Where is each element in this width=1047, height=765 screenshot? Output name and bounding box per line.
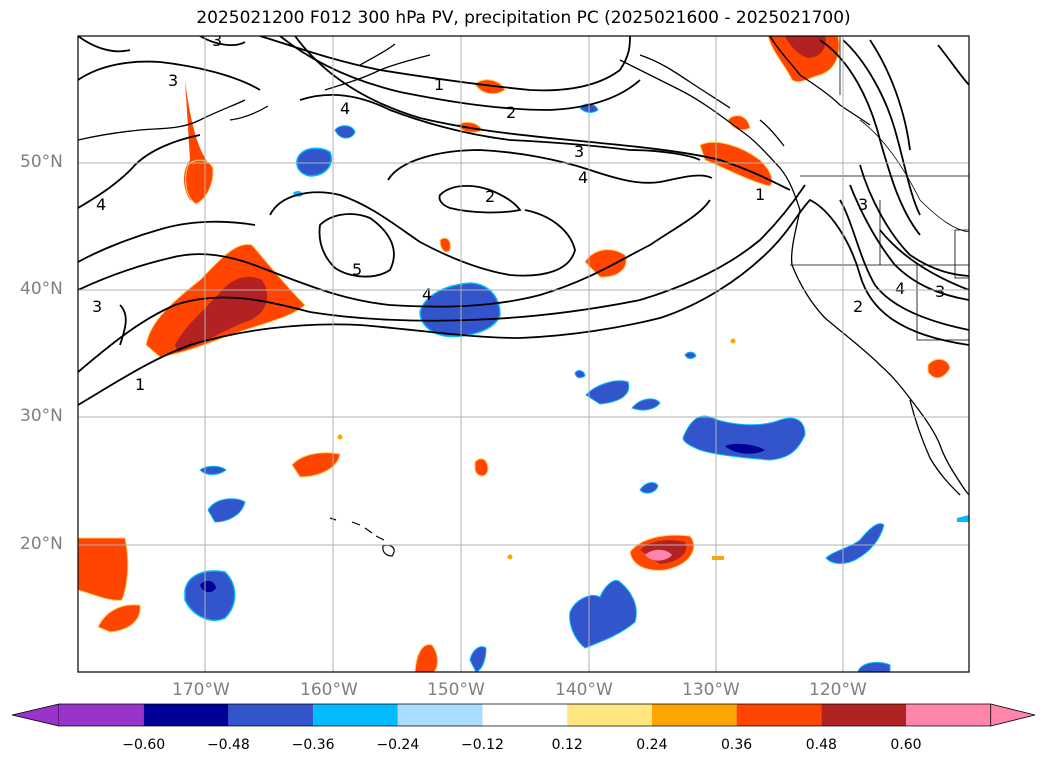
colorbar-tick: 0.24	[636, 737, 668, 753]
contour-label: 3	[574, 142, 584, 161]
colorbar-segment	[313, 704, 398, 726]
lat-label: 30°N	[20, 406, 63, 426]
lat-label: 40°N	[20, 279, 63, 299]
gridlines	[78, 36, 969, 672]
contour-label: 5	[352, 260, 362, 279]
colorbar-segment	[143, 704, 229, 726]
colorbar-segment	[228, 704, 314, 726]
lon-label: 160°W	[300, 680, 358, 700]
contour-label: 4	[895, 279, 905, 298]
contour-label: 2	[485, 187, 495, 206]
contour-label: 1	[434, 75, 444, 94]
contour-label: 4	[340, 99, 350, 118]
colorbar-segment	[906, 704, 991, 726]
contour-labels: 1 2 3 4 2 5 4 3 4 4 3 1 1 3 2 4 3 3	[92, 31, 945, 394]
colorbar-segment	[736, 704, 822, 726]
contour-label: 3	[212, 31, 222, 50]
colorbar-segment	[651, 704, 737, 726]
lat-label: 20°N	[20, 534, 63, 554]
pv-contours	[78, 36, 969, 406]
lon-label: 140°W	[555, 680, 613, 700]
colorbar-tick: −0.36	[291, 737, 335, 753]
contour-label: 2	[506, 103, 516, 122]
hawaii-islands	[329, 517, 395, 557]
map-title: 2025021200 F012 300 hPa PV, precipitatio…	[196, 8, 851, 28]
colorbar-tick: −0.24	[376, 737, 420, 753]
colorbar	[11, 703, 1036, 727]
lat-label: 50°N	[20, 152, 63, 172]
colorbar-segment	[59, 704, 144, 726]
colorbar-segment	[821, 704, 906, 726]
precip-positive-anomalies	[78, 36, 951, 672]
colorbar-segment	[397, 704, 483, 726]
colorbar-tick: −0.12	[461, 737, 504, 753]
contour-label: 4	[96, 195, 106, 214]
contour-label: 3	[168, 71, 178, 90]
colorbar-segment	[482, 704, 568, 726]
lon-label: 120°W	[809, 680, 867, 700]
colorbar-tick: 0.60	[890, 737, 922, 753]
colorbar-extend-min	[11, 703, 60, 727]
contour-label: 1	[135, 375, 145, 394]
lon-label: 150°W	[427, 680, 485, 700]
contour-label: 2	[853, 297, 863, 316]
lon-label: 130°W	[682, 680, 740, 700]
colorbar-extend-max	[990, 703, 1036, 727]
contour-label: 4	[422, 285, 432, 304]
contour-label: 4	[578, 168, 588, 187]
colorbar-tick: 0.48	[805, 737, 837, 753]
contour-label: 3	[935, 282, 945, 301]
contour-label: 3	[858, 195, 868, 214]
colorbar-tick: 0.12	[551, 737, 583, 753]
lon-label: 170°W	[172, 680, 230, 700]
contour-label: 3	[92, 297, 102, 316]
colorbar-tick: −0.48	[206, 737, 250, 753]
colorbar-tick: 0.36	[721, 737, 753, 753]
map-frame	[77, 35, 970, 673]
precip-negative-anomalies	[184, 103, 969, 672]
contour-label: 1	[755, 185, 765, 204]
colorbar-segment	[567, 704, 652, 726]
colorbar-tick: −0.60	[122, 737, 166, 753]
